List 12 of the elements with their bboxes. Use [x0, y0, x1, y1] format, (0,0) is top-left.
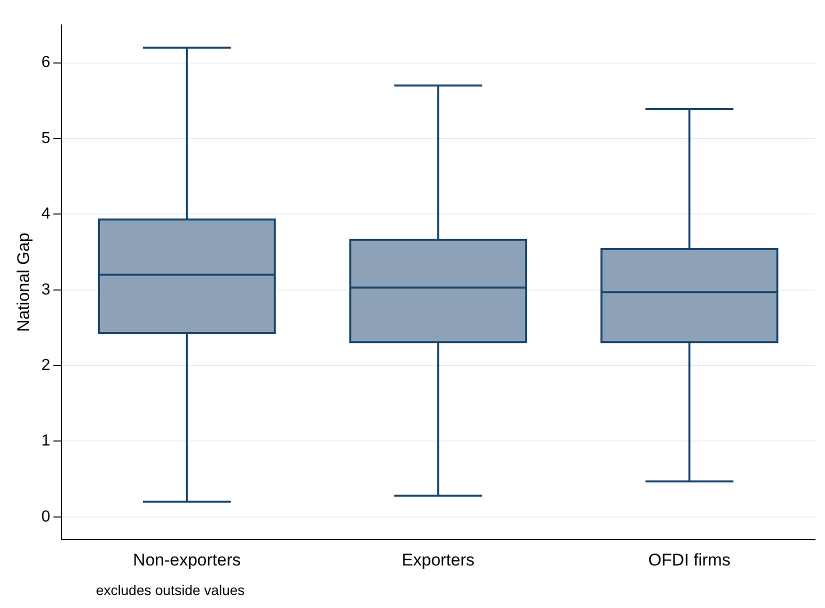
x-tick-label: OFDI firms: [648, 550, 730, 570]
y-tick-label: 3: [41, 281, 50, 298]
y-tick-label: 2: [41, 356, 50, 374]
y-tick-label: 4: [41, 206, 50, 223]
x-tick-label: Exporters: [402, 550, 475, 570]
x-tick-label: Non-exporters: [133, 550, 241, 570]
y-axis-title: National Gap: [14, 232, 33, 332]
y-tick-label: 6: [41, 54, 50, 72]
y-tick-label: 5: [41, 130, 50, 147]
text: excludes outside values: [96, 582, 245, 598]
y-tick-label: 0: [41, 508, 50, 526]
y-tick-label: 1: [41, 432, 50, 450]
